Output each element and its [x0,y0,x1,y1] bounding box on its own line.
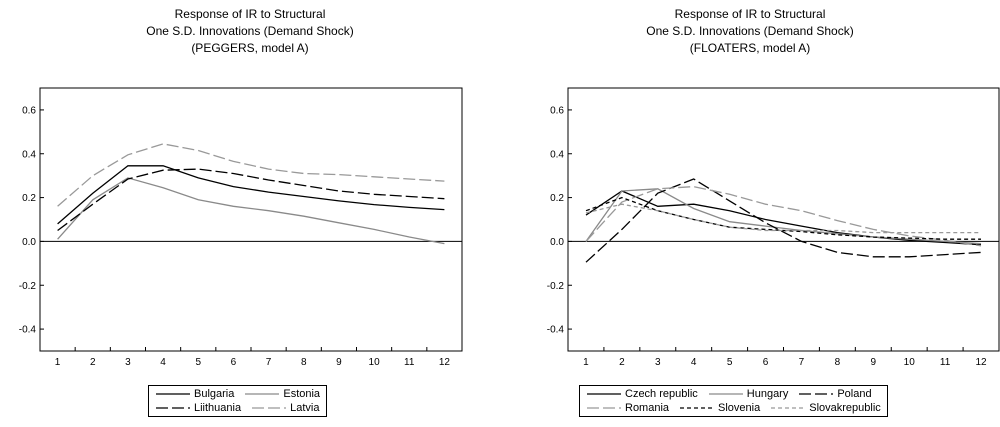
legend-label: Estonia [283,388,321,400]
x-tick-label: 3 [655,357,661,368]
legend-item: Estonia [244,387,320,401]
legend-swatch [680,407,715,409]
x-tick-label: 8 [301,357,307,368]
chart-plot-floaters: 0.60.40.20.0-0.2-0.41 2 3 4 5 6 7 8 9 10 11 12 [547,87,1000,368]
chart-title-line-1: Response of IR to Structural [674,7,826,21]
legend-item: Romania [586,401,669,415]
x-tick-label: 8 [835,357,841,368]
x-tick-label: 1 [583,357,589,368]
legend-item: Bulgaria [155,387,234,401]
legend-label: Romania [625,402,670,414]
y-tick-label: 0.4 [22,149,36,160]
legend-swatch [156,407,190,409]
plot-frame [567,87,1000,352]
legend-row: Liithuania Latvia [155,401,320,415]
x-tick-label: 9 [336,357,342,368]
chart-plot-peggers: 0.60.40.20.0-0.2-0.41 2 3 4 5 6 7 8 9 10 11 12 [19,87,463,368]
chart-title-line-1: Response of IR to Structural [174,7,326,21]
legend-swatch [587,393,621,395]
legend-label: Czech republic [625,388,698,400]
x-tick-label: 5 [195,357,201,368]
legend-item: Slovenia [679,401,760,415]
x-tick-label: 7 [266,357,272,368]
chart-title-line-2: One S.D. Innovations (Demand Shock) [646,24,854,38]
series-line-slovakrepublic [585,203,981,234]
legend-swatch [156,393,190,395]
y-tick-label: 0.0 [22,237,36,248]
legend-label: Slovakrepublic [809,402,881,414]
chart-title-line-2: One S.D. Innovations (Demand Shock) [146,24,354,38]
legend-label: Poland [837,388,872,400]
legend-item: Slovakrepublic [770,401,881,415]
x-tick-label: 11 [940,357,951,368]
y-tick-label: -0.4 [19,325,37,336]
legend-label: Latvia [290,402,320,414]
chart-legend: Czech republic Hungary Poland Romania Sloven… [579,385,888,417]
legend-label: Liithuania [194,402,242,414]
x-tick-label: 3 [125,357,131,368]
x-tick-label: 12 [975,357,987,368]
y-tick-label: 0.4 [550,149,564,160]
series-line-bulgaria [57,165,445,225]
chart-title-line-3: (FLOATERS, model A) [689,41,811,55]
series-line-czech-republic [585,190,982,246]
x-tick-label: 12 [439,357,451,368]
y-tick-label: 0.6 [550,105,564,116]
series-line-latvia [57,143,445,207]
x-tick-label: 7 [799,357,805,368]
legend-swatch [587,407,621,409]
chart-title: Response of IR to Structural One S.D. In… [500,6,1000,57]
y-tick-label: 0.0 [550,237,564,248]
chart-title-line-3: (PEGGERS, model A) [191,41,309,55]
x-tick-label: 4 [160,357,166,368]
x-tick-label: 2 [619,357,625,368]
legend-item: Czech republic [586,387,698,401]
x-tick-label: 10 [369,357,381,368]
legend-item: Latvia [251,401,319,415]
y-tick-label: -0.2 [19,281,37,292]
chart-panel-peggers: Response of IR to Structural One S.D. In… [0,6,500,417]
y-tick-label: 0.2 [22,193,36,204]
x-tick-label: 5 [727,357,733,368]
x-tick-label: 9 [871,357,877,368]
legend-label: Bulgaria [194,388,235,400]
chart-title: Response of IR to Structural One S.D. In… [0,6,500,57]
legend-item: Liithuania [155,401,241,415]
x-tick-label: 6 [231,357,237,368]
series-line-romania [585,185,982,247]
legend-swatch [708,393,743,395]
series-line-poland [585,178,982,263]
x-tick-label: 2 [90,357,96,368]
y-tick-label: 0.6 [22,105,36,116]
plot-frame [39,87,463,352]
legend-item: Hungary [708,387,789,401]
chart-panel-floaters: Response of IR to Structural One S.D. In… [500,0,1000,427]
chart-legend: Bulgaria Estonia Liithuania Latvia [148,385,328,417]
x-tick-label: 10 [904,357,916,368]
series-line-liithuania [57,168,445,232]
y-tick-label: -0.4 [547,325,565,336]
legend-swatch [799,393,834,395]
legend-swatch [771,407,806,409]
series-line-slovenia [585,196,981,240]
legend-row: Bulgaria Estonia [155,387,320,401]
legend-label: Slovenia [718,402,761,414]
legend-swatch [252,407,287,409]
legend-label: Hungary [746,388,789,400]
x-tick-label: 11 [404,357,415,368]
legend-swatch [245,393,280,395]
y-tick-label: -0.2 [547,281,565,292]
legend-item: Poland [798,387,872,401]
y-tick-label: 0.2 [550,193,564,204]
legend-row: Romania Slovenia Slovakrepublic [586,401,881,415]
legend-row: Czech republic Hungary Poland [586,387,881,401]
x-tick-label: 6 [763,357,769,368]
series-line-hungary [585,188,982,245]
x-tick-label: 4 [691,357,697,368]
x-tick-label: 1 [55,357,61,368]
series-line-estonia [57,177,445,245]
